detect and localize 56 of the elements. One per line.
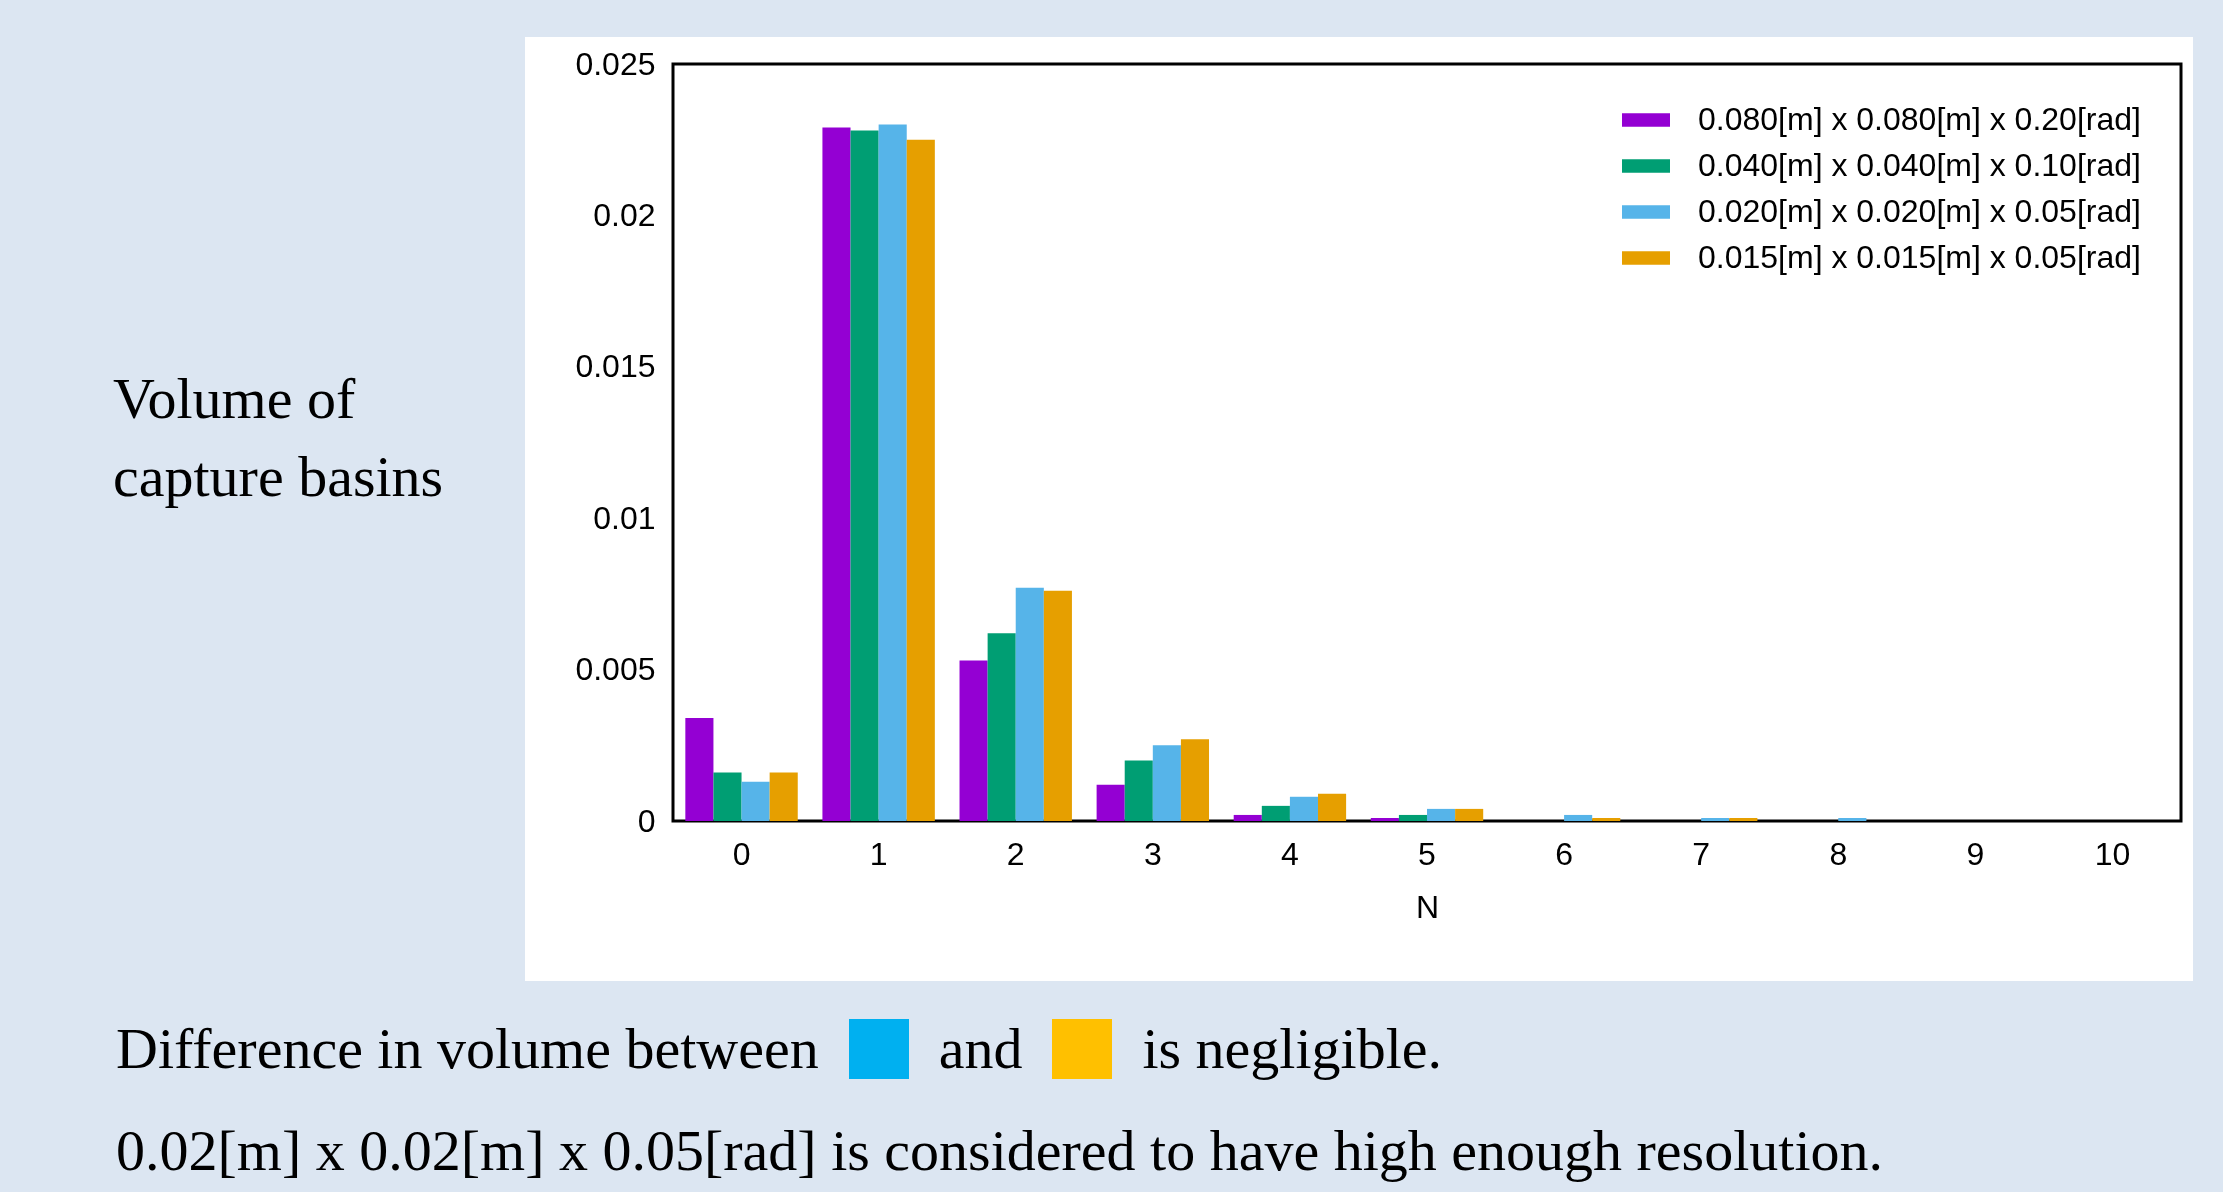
- x-tick-label: 1: [869, 835, 888, 872]
- text: is negligible.: [1142, 1015, 1443, 1082]
- y-tick-label: 0.005: [575, 651, 656, 688]
- bar: [850, 130, 879, 821]
- bar: [1455, 808, 1484, 821]
- x-tick-label: 3: [1143, 835, 1162, 872]
- bar: [1015, 587, 1044, 821]
- legend-label: 0.015[m] x 0.015[m] x 0.05[rad]: [1698, 239, 2141, 275]
- bar: [713, 772, 742, 821]
- x-tick-label: 10: [2094, 835, 2131, 872]
- bar: [1398, 814, 1427, 821]
- text: Difference in volume between: [116, 1015, 819, 1082]
- x-tick-label: 4: [1281, 835, 1299, 872]
- text: 0.02[m] x 0.02[m] x 0.05[rad] is considered to have high enough resolution.: [116, 1117, 1884, 1184]
- bar: [906, 139, 935, 821]
- bar: [878, 124, 907, 821]
- x-tick-label: 2: [1006, 835, 1025, 872]
- y-tick-label: 0.025: [575, 45, 656, 82]
- bar: [1592, 817, 1621, 821]
- bar: [1427, 808, 1456, 821]
- x-tick-label: 7: [1692, 835, 1711, 872]
- y-axis-title: Volume of capture basins: [113, 365, 445, 511]
- y-tick-label: 0.02: [593, 196, 656, 233]
- bar: [1564, 814, 1593, 821]
- x-tick-label: 9: [1966, 835, 1985, 872]
- bar: [769, 772, 798, 821]
- bar: [1318, 793, 1347, 821]
- bar: [822, 127, 851, 821]
- x-tick-label: 8: [1829, 835, 1848, 872]
- bar: [1261, 805, 1290, 821]
- bar: [1701, 817, 1730, 821]
- bar: [741, 781, 770, 821]
- legend-label: 0.040[m] x 0.040[m] x 0.10[rad]: [1698, 147, 2141, 183]
- x-tick-label: 5: [1418, 835, 1436, 872]
- bar: [685, 718, 714, 821]
- bar: [1124, 760, 1153, 821]
- y-tick-label: 0: [637, 802, 656, 839]
- bar: [1096, 784, 1125, 821]
- y-tick-label: 0.01: [593, 499, 656, 536]
- bar: [1838, 817, 1867, 821]
- bar: [1180, 739, 1210, 821]
- legend-label: 0.020[m] x 0.020[m] x 0.05[rad]: [1698, 193, 2141, 229]
- legend-label: 0.080[m] x 0.080[m] x 0.20[rad]: [1698, 101, 2141, 137]
- bar: [959, 660, 988, 821]
- bar: [1043, 590, 1072, 821]
- bar: [987, 633, 1016, 821]
- bar: [1729, 817, 1758, 821]
- x-axis-title: N: [1415, 888, 1440, 925]
- bar: [1152, 745, 1181, 821]
- text: and: [938, 1015, 1023, 1082]
- x-tick-label: 0: [732, 835, 751, 872]
- bar: [1289, 796, 1319, 821]
- y-tick-label: 0.015: [575, 348, 656, 385]
- x-tick-label: 6: [1555, 835, 1573, 872]
- bar: [1233, 814, 1262, 821]
- bar: [1370, 817, 1399, 821]
